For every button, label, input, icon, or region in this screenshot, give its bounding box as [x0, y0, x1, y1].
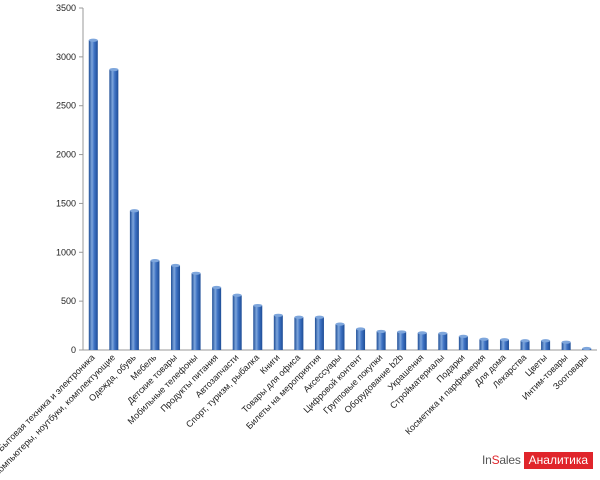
bar [294, 315, 304, 350]
bar [273, 313, 283, 350]
bar-body [232, 295, 242, 350]
bar-cap [438, 331, 448, 335]
bar-cap [294, 315, 304, 319]
bar [541, 339, 551, 350]
y-tick-label: 2000 [56, 150, 76, 160]
bar-cap [561, 340, 571, 344]
bar [499, 338, 509, 350]
bar-body [438, 333, 448, 350]
bar [376, 329, 386, 350]
bar-body [499, 339, 509, 350]
bar [191, 271, 201, 350]
bar [582, 346, 592, 351]
bar-body [129, 210, 139, 350]
bar-body [520, 340, 530, 350]
bar-body [376, 331, 386, 350]
bar-cap [499, 338, 509, 342]
x-category-label: Компьютеры, ноутбуки, комплектующие [0, 352, 117, 477]
bar-cap [212, 285, 222, 290]
bar [438, 331, 448, 350]
y-tick-label: 3500 [56, 3, 76, 13]
x-category-label: Бытовая техника и электроника [0, 352, 97, 453]
bar-body [458, 336, 468, 350]
bar-cap [479, 337, 489, 341]
bar-cap [335, 322, 345, 326]
bar [479, 337, 489, 350]
bar-body [479, 339, 489, 350]
bar-body [273, 315, 283, 350]
bar-cap [314, 315, 324, 319]
bar [88, 38, 98, 350]
bar [335, 322, 345, 350]
bar [520, 339, 530, 350]
bar [417, 331, 427, 350]
bar-cap [397, 330, 407, 334]
y-tick-label: 1000 [56, 247, 76, 257]
bar-body [212, 287, 222, 350]
y-tick-label: 1500 [56, 198, 76, 208]
bar [561, 340, 571, 350]
insales-brand: InSales [482, 453, 521, 467]
bar-cap [458, 334, 468, 338]
bar-body [294, 317, 304, 350]
bar-cap [109, 67, 119, 72]
analytics-badge: Аналитика [523, 451, 594, 469]
bar-cap [520, 339, 530, 343]
y-tick-label: 2500 [56, 101, 76, 111]
insales-analytics-logo: InSales Аналитика [482, 451, 594, 469]
bar-body [356, 328, 366, 350]
bar-cap [376, 329, 386, 334]
bar-cap [88, 38, 98, 42]
bar-body [417, 332, 427, 350]
bar-body [88, 40, 98, 350]
bar-body [335, 324, 345, 350]
bar-cap [232, 293, 242, 297]
bar-body [109, 69, 119, 350]
y-tick-label: 3000 [56, 52, 76, 62]
bar [314, 315, 324, 350]
bar-cap [191, 271, 201, 275]
bar [212, 285, 222, 350]
bar [129, 209, 139, 350]
bar-cap [582, 346, 592, 351]
bar-cap [129, 209, 139, 213]
bar [356, 327, 366, 350]
bar-body [561, 342, 571, 350]
bar [232, 293, 242, 350]
bar [253, 303, 263, 350]
bar-cap [356, 327, 366, 331]
y-axis-ticks: 0 500 1000 1500 2000 2500 3000 3500 [56, 3, 83, 355]
bar [171, 263, 181, 350]
bar-body [191, 273, 201, 350]
bar-cap [253, 303, 263, 308]
bar-body [150, 260, 160, 350]
y-tick-label: 500 [61, 296, 76, 306]
bar-body [253, 305, 263, 350]
bar [458, 334, 468, 350]
chart-bars [88, 38, 592, 351]
bar-body [541, 340, 551, 350]
bar-cap [417, 331, 427, 335]
y-tick-label: 0 [71, 345, 76, 355]
bar-cap [273, 313, 283, 317]
bar [109, 67, 119, 350]
bar-body [171, 265, 181, 350]
bar-cap [150, 258, 160, 263]
bar-body [314, 317, 324, 350]
bar-cap [541, 339, 551, 343]
bar-cap [171, 263, 181, 268]
bar-body [397, 331, 407, 350]
chart-axes [82, 8, 597, 351]
bar [150, 258, 160, 350]
bar [397, 330, 407, 350]
